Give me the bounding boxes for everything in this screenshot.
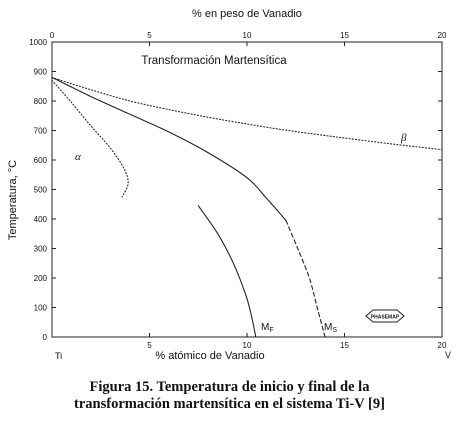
chart-title: Transformación Martensítica: [141, 55, 287, 67]
y-tick-label: 0: [43, 333, 48, 342]
ti-label: Ti: [55, 351, 62, 361]
x-tick-label-bottom: 10: [243, 341, 252, 350]
y-tick-label: 700: [34, 127, 48, 136]
svg-text:PHASEMAP: PHASEMAP: [371, 315, 400, 321]
x-tick-label-top: 20: [438, 31, 447, 40]
x-tick-label-top: 5: [147, 31, 152, 40]
series-layer: [51, 76, 443, 338]
caption-line-2: transformación martensítica en el sistem…: [74, 396, 385, 412]
v-label: V: [445, 350, 451, 360]
x-tick-label-top: 0: [50, 31, 55, 40]
x-tick-label-bottom: 15: [340, 341, 349, 350]
caption-line-1: Figura 15. Temperatura de inicio y final…: [89, 379, 370, 395]
dotted-boundary-curve: [51, 79, 129, 198]
ms-curve-solid: [51, 76, 287, 222]
y-tick-label: 100: [34, 304, 48, 313]
y-tick-label: 300: [34, 245, 48, 254]
x-tick-label-bottom: 20: [438, 341, 447, 350]
x-tick-label-bottom: 5: [147, 341, 152, 350]
y-tick-label: 400: [34, 215, 48, 224]
y-tick-label: 1000: [29, 38, 47, 47]
y-tick-label: 800: [34, 97, 48, 106]
x-tick-label-top: 15: [340, 31, 349, 40]
figure-caption: Figura 15. Temperatura de inicio y final…: [0, 379, 459, 413]
bottom-axis-label: % atómico de Vanadio: [155, 350, 264, 362]
x-tick-label-top: 10: [243, 31, 252, 40]
phasemap-logo: PHASEMAP: [365, 309, 405, 323]
y-axis-label: Temperatura, °C: [7, 160, 19, 240]
y-tick-label: 500: [34, 186, 48, 195]
beta-label: β: [400, 132, 407, 144]
dotted-boundary-curve: [51, 76, 443, 151]
top-axis-label: % en peso de Vanadio: [192, 8, 302, 20]
mf-curve: [197, 205, 257, 338]
y-tick-label: 600: [34, 156, 48, 165]
alpha-label: α: [75, 151, 81, 163]
plot-frame: [51, 41, 443, 338]
ms-label: MS: [324, 322, 337, 334]
y-tick-label: 200: [34, 274, 48, 283]
mf-label: MF: [261, 322, 274, 334]
ms-curve-dashed: [285, 219, 326, 338]
y-tick-label: 900: [34, 68, 48, 77]
